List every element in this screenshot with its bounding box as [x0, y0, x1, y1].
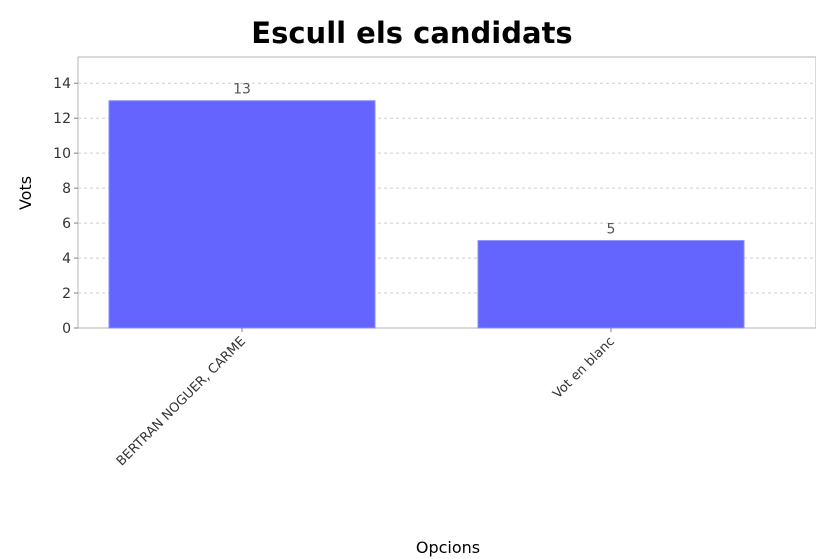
y-axis-title: Vots [16, 176, 35, 210]
chart-title: Escull els candidats [251, 16, 572, 50]
bars [108, 100, 745, 329]
value-labels: 13 5 [233, 82, 615, 238]
y-tick-label: 12 [53, 111, 71, 127]
y-tick-label: 6 [62, 216, 71, 232]
x-category-label: BERTRAN NOGUER, CARME [114, 334, 249, 469]
x-axis-title: Opcions [416, 538, 480, 557]
y-tick-label: 2 [62, 286, 71, 302]
x-category-label: Vot en blanc [550, 334, 618, 402]
y-tick-label: 8 [62, 181, 71, 197]
bar-value-label: 13 [233, 82, 251, 98]
y-tick-label: 14 [53, 76, 71, 92]
y-tick-label: 10 [53, 146, 71, 162]
y-axis-ticks: 0 2 4 6 8 10 12 14 [53, 76, 78, 337]
x-axis-category-labels: BERTRAN NOGUER, CARME Vot en blanc [114, 328, 618, 469]
bar-value-label: 5 [607, 222, 616, 238]
y-tick-label: 4 [62, 251, 71, 267]
bar [108, 100, 376, 329]
bar [477, 240, 745, 329]
y-tick-label: 0 [62, 321, 71, 337]
